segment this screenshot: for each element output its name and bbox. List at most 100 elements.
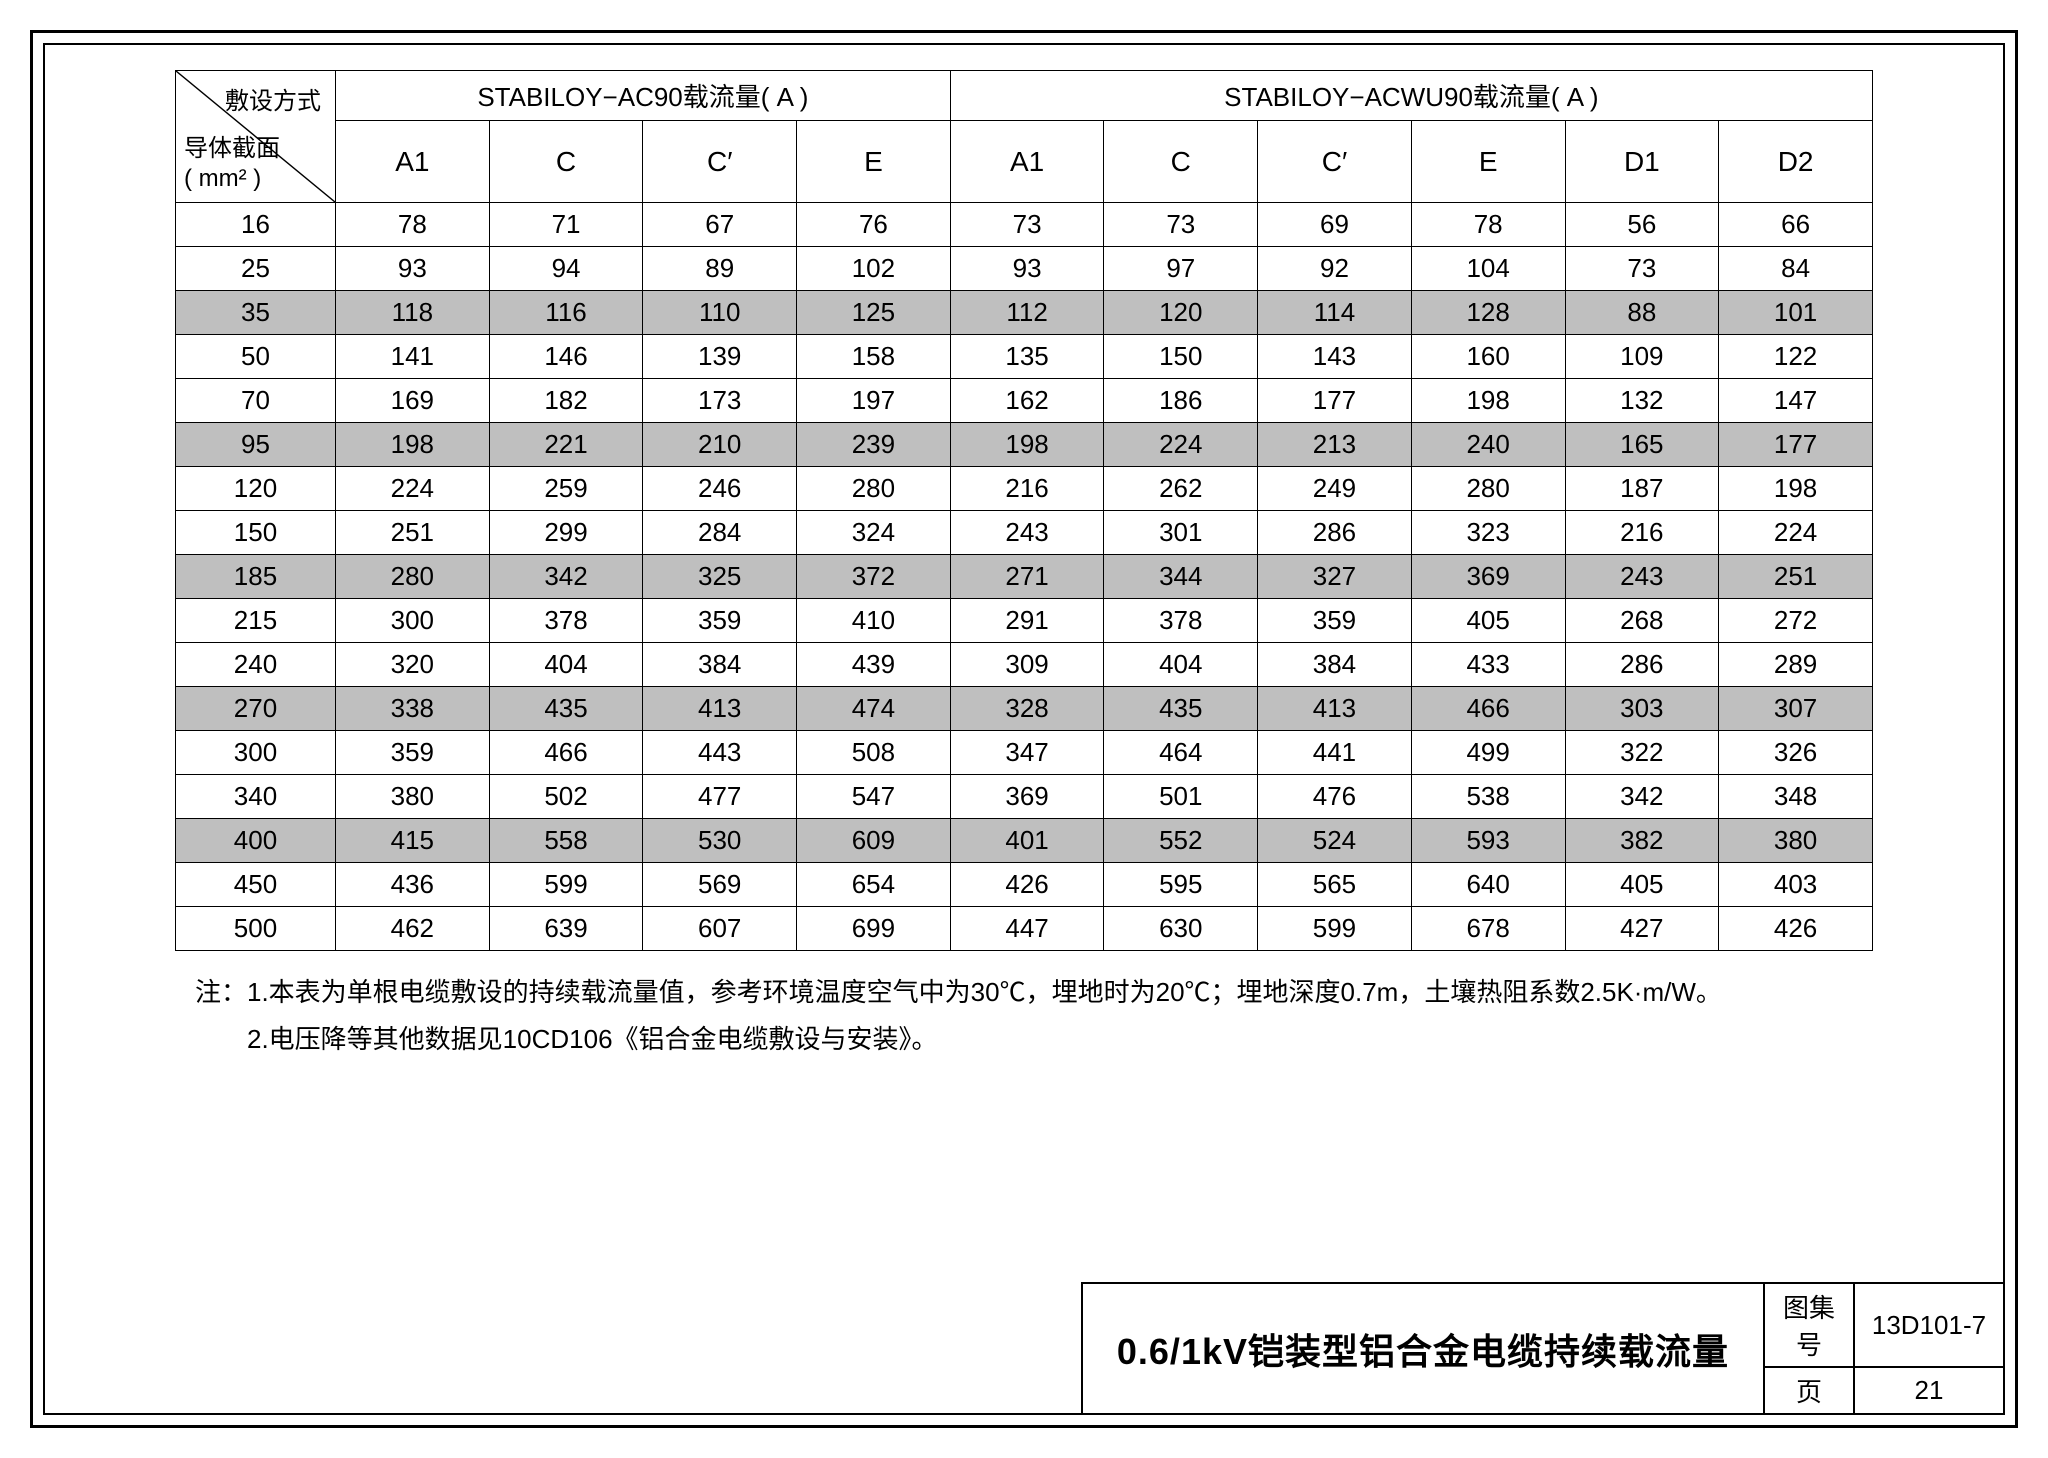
data-cell: 198: [1411, 379, 1565, 423]
data-cell: 327: [1258, 555, 1412, 599]
data-cell: 342: [489, 555, 643, 599]
row-key: 185: [176, 555, 336, 599]
sub-header: D1: [1565, 121, 1719, 203]
data-cell: 323: [1411, 511, 1565, 555]
row-key: 16: [176, 203, 336, 247]
table-row: 1678716776737369785666: [176, 203, 1873, 247]
data-cell: 426: [950, 863, 1104, 907]
data-cell: 524: [1258, 819, 1412, 863]
data-cell: 462: [336, 907, 490, 951]
row-key: 215: [176, 599, 336, 643]
titleblock-value-0: 13D101-7: [1854, 1283, 2004, 1367]
data-cell: 552: [1104, 819, 1258, 863]
data-cell: 338: [336, 687, 490, 731]
row-key: 300: [176, 731, 336, 775]
note-line: 注：1.本表为单根电缆敷设的持续载流量值，参考环境温度空气中为30℃，埋地时为2…: [195, 969, 1873, 1016]
ampacity-table: 敷设方式 导体截面( mm² ) STABILOY−AC90载流量( A )ST…: [175, 70, 1873, 951]
data-cell: 303: [1565, 687, 1719, 731]
data-cell: 359: [336, 731, 490, 775]
row-key: 400: [176, 819, 336, 863]
row-key: 270: [176, 687, 336, 731]
group-header: STABILOY−ACWU90载流量( A ): [950, 71, 1872, 121]
data-cell: 342: [1565, 775, 1719, 819]
sub-header: C: [489, 121, 643, 203]
data-cell: 69: [1258, 203, 1412, 247]
data-cell: 249: [1258, 467, 1412, 511]
table-notes: 注：1.本表为单根电缆敷设的持续载流量值，参考环境温度空气中为30℃，埋地时为2…: [175, 969, 1873, 1063]
data-cell: 150: [1104, 335, 1258, 379]
data-cell: 502: [489, 775, 643, 819]
group-header: STABILOY−AC90载流量( A ): [336, 71, 951, 121]
data-cell: 413: [643, 687, 797, 731]
data-cell: 112: [950, 291, 1104, 335]
table-head: 敷设方式 导体截面( mm² ) STABILOY−AC90载流量( A )ST…: [176, 71, 1873, 203]
data-cell: 307: [1719, 687, 1873, 731]
inner-frame: 敷设方式 导体截面( mm² ) STABILOY−AC90载流量( A )ST…: [43, 43, 2005, 1415]
data-cell: 216: [950, 467, 1104, 511]
data-cell: 165: [1565, 423, 1719, 467]
data-cell: 325: [643, 555, 797, 599]
data-cell: 404: [1104, 643, 1258, 687]
data-cell: 547: [797, 775, 951, 819]
data-cell: 104: [1411, 247, 1565, 291]
row-key: 25: [176, 247, 336, 291]
data-cell: 243: [950, 511, 1104, 555]
corner-bottom-label: 导体截面( mm² ): [184, 134, 280, 194]
data-cell: 593: [1411, 819, 1565, 863]
data-cell: 466: [489, 731, 643, 775]
table-row: 270338435413474328435413466303307: [176, 687, 1873, 731]
data-cell: 143: [1258, 335, 1412, 379]
data-cell: 286: [1565, 643, 1719, 687]
data-cell: 128: [1411, 291, 1565, 335]
data-cell: 320: [336, 643, 490, 687]
row-key: 500: [176, 907, 336, 951]
row-key: 340: [176, 775, 336, 819]
data-cell: 558: [489, 819, 643, 863]
data-cell: 380: [336, 775, 490, 819]
data-cell: 289: [1719, 643, 1873, 687]
data-cell: 210: [643, 423, 797, 467]
data-cell: 240: [1411, 423, 1565, 467]
data-cell: 280: [336, 555, 490, 599]
data-cell: 182: [489, 379, 643, 423]
table-row: 95198221210239198224213240165177: [176, 423, 1873, 467]
data-cell: 271: [950, 555, 1104, 599]
note-line: 2.电压降等其他数据见10CD106《铝合金电缆敷设与安装》。: [195, 1016, 1873, 1063]
data-cell: 78: [336, 203, 490, 247]
data-cell: 410: [797, 599, 951, 643]
corner-top-label: 敷设方式: [225, 81, 321, 116]
data-cell: 132: [1565, 379, 1719, 423]
data-cell: 378: [1104, 599, 1258, 643]
data-cell: 239: [797, 423, 951, 467]
data-cell: 197: [797, 379, 951, 423]
drawing-title: 0.6/1kV铠装型铝合金电缆持续载流量: [1082, 1283, 1764, 1414]
data-cell: 447: [950, 907, 1104, 951]
data-cell: 158: [797, 335, 951, 379]
data-cell: 177: [1258, 379, 1412, 423]
data-cell: 139: [643, 335, 797, 379]
data-cell: 272: [1719, 599, 1873, 643]
titleblock-value-1: 21: [1854, 1367, 2004, 1414]
data-cell: 301: [1104, 511, 1258, 555]
sub-header: A1: [336, 121, 490, 203]
data-cell: 464: [1104, 731, 1258, 775]
data-cell: 415: [336, 819, 490, 863]
data-cell: 116: [489, 291, 643, 335]
data-cell: 187: [1565, 467, 1719, 511]
data-cell: 246: [643, 467, 797, 511]
table-row: 70169182173197162186177198132147: [176, 379, 1873, 423]
data-cell: 286: [1258, 511, 1412, 555]
page-frame: 敷设方式 导体截面( mm² ) STABILOY−AC90载流量( A )ST…: [30, 30, 2018, 1428]
data-cell: 599: [489, 863, 643, 907]
data-cell: 198: [336, 423, 490, 467]
data-cell: 299: [489, 511, 643, 555]
data-cell: 372: [797, 555, 951, 599]
data-cell: 347: [950, 731, 1104, 775]
table-row: 400415558530609401552524593382380: [176, 819, 1873, 863]
data-cell: 326: [1719, 731, 1873, 775]
sub-header-row: A1CC′EA1CC′ED1D2: [176, 121, 1873, 203]
data-cell: 92: [1258, 247, 1412, 291]
data-cell: 147: [1719, 379, 1873, 423]
titleblock-label-0: 图集号: [1764, 1283, 1854, 1367]
data-cell: 198: [950, 423, 1104, 467]
